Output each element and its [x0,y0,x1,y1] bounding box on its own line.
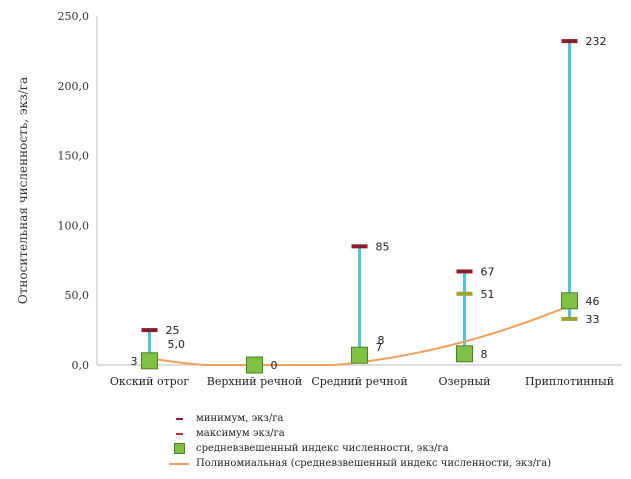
weighted-index-marker [561,292,578,310]
weighted-data-label: 8 [481,348,488,361]
y-tick-label: 200,0 [58,80,90,93]
legend-maximum-dash-icon [175,432,183,435]
weighted-data-label: 3 [131,355,138,368]
legend-item-trendline: Полиномиальная (средневзвешенный индекс … [168,456,551,471]
x-category-label: Приплотинный [525,375,614,388]
weighted-index-marker [141,352,158,370]
y-axis-label: Относительная численность, экз/га [16,77,30,304]
legend-item-maximum: максимум экз/га [168,426,551,441]
legend-item-minimum: минимум, экз/га [168,411,551,426]
legend-label-maximum: максимум экз/га [196,428,285,439]
max-data-label: 25 [166,324,180,337]
weighted-data-label: 7 [376,341,383,354]
weighted-index-marker [351,346,368,364]
legend-label-minimum: минимум, экз/га [196,413,284,424]
legend: минимум, экз/га максимум экз/га средневз… [168,411,551,471]
legend-trendline-icon [169,462,189,465]
chart: 0,0 50,0 100,0 150,0 200,0 250,0 Относительная… [16,10,622,388]
legend-label-trendline: Полиномиальная (средневзвешенный индекс … [196,458,552,469]
max-data-label: 85 [376,240,390,253]
min-data-label: 33 [586,313,600,326]
weighted-index-marker [456,345,473,363]
min-data-label: 51 [481,288,495,301]
legend-weighted-square-icon [173,443,185,454]
weighted-index-marker [246,356,263,374]
extra-data-label: 5,0 [168,338,186,351]
legend-minimum-dash-icon [175,417,183,420]
y-tick-label: 0,0 [72,359,90,372]
x-category-label: Средний речной [311,375,407,388]
max-data-label: 67 [481,265,495,278]
y-tick-label: 150,0 [58,150,90,163]
weighted-data-label: 46 [586,295,600,308]
legend-item-weighted: средневзвешенный индекс численности, экз… [168,441,551,456]
max-data-label: 232 [586,35,607,48]
x-category-label: Окский отрог [110,375,189,388]
extra-data-label: 8 [378,334,385,347]
weighted-data-label: 0 [271,359,278,372]
y-tick-label: 250,0 [58,10,90,23]
y-tick-label: 100,0 [58,219,90,232]
x-category-label: Верхний речной [207,375,302,388]
y-tick-label: 50,0 [65,289,90,302]
legend-label-weighted: средневзвешенный индекс численности, экз… [196,443,449,454]
x-category-label: Озерный [439,375,491,388]
